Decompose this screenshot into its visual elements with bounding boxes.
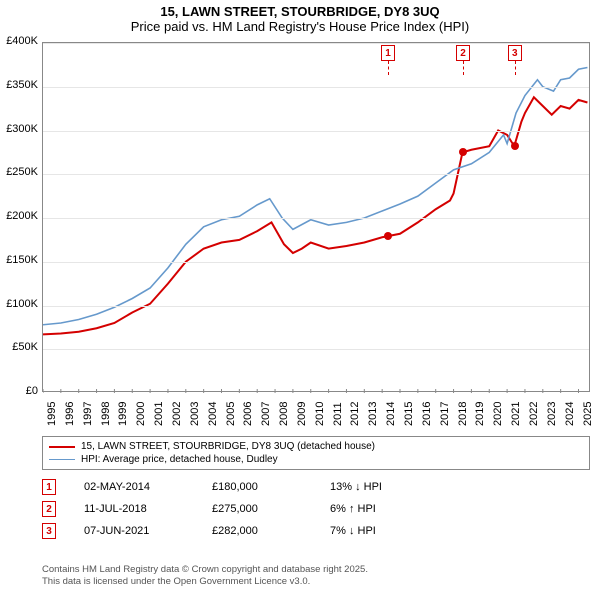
legend-swatch-icon bbox=[49, 459, 75, 460]
x-axis-label: 1998 bbox=[100, 402, 112, 426]
x-axis-label: 2020 bbox=[492, 402, 504, 426]
x-axis-label: 2012 bbox=[349, 402, 361, 426]
marker-dropline bbox=[463, 61, 464, 75]
marker-dropline bbox=[515, 61, 516, 75]
x-axis-label: 2000 bbox=[135, 402, 147, 426]
sale-delta: 6% ↑ HPI bbox=[330, 503, 450, 515]
x-axis-label: 1996 bbox=[64, 402, 76, 426]
x-axis-label: 2022 bbox=[528, 402, 540, 426]
gridline-h bbox=[43, 87, 589, 88]
sale-price: £275,000 bbox=[212, 503, 322, 515]
x-axis-label: 2003 bbox=[189, 402, 201, 426]
x-axis-label: 2007 bbox=[260, 402, 272, 426]
sales-row: 1 02-MAY-2014 £180,000 13% ↓ HPI bbox=[42, 476, 590, 498]
footer: Contains HM Land Registry data © Crown c… bbox=[42, 564, 590, 588]
sale-date: 07-JUN-2021 bbox=[84, 525, 204, 537]
footer-line-1: Contains HM Land Registry data © Crown c… bbox=[42, 564, 590, 576]
marker-box: 2 bbox=[456, 45, 470, 61]
x-axis-label: 2015 bbox=[403, 402, 415, 426]
footer-line-2: This data is licensed under the Open Gov… bbox=[42, 576, 590, 588]
sale-delta: 13% ↓ HPI bbox=[330, 481, 450, 493]
gridline-h bbox=[43, 131, 589, 132]
title-line-2: Price paid vs. HM Land Registry's House … bbox=[0, 19, 600, 34]
chart-area: 1 2 3 £0 £50K £100K £150K £200K £250K £300K £350K… bbox=[0, 36, 600, 436]
marker-box: 1 bbox=[381, 45, 395, 61]
y-axis-label: £400K bbox=[0, 35, 38, 47]
x-axis-label: 2025 bbox=[582, 402, 594, 426]
y-axis-label: £200K bbox=[0, 210, 38, 222]
y-axis-label: £0 bbox=[0, 385, 38, 397]
sale-date: 02-MAY-2014 bbox=[84, 481, 204, 493]
y-axis-label: £250K bbox=[0, 166, 38, 178]
x-axis-label: 2018 bbox=[457, 402, 469, 426]
x-axis-label: 2005 bbox=[225, 402, 237, 426]
y-axis-label: £300K bbox=[0, 123, 38, 135]
legend-row: 15, LAWN STREET, STOURBRIDGE, DY8 3UQ (d… bbox=[49, 440, 583, 453]
x-axis-label: 2004 bbox=[207, 402, 219, 426]
x-axis-label: 1995 bbox=[46, 402, 58, 426]
x-axis-label: 2014 bbox=[385, 402, 397, 426]
gridline-h bbox=[43, 43, 589, 44]
gridline-h bbox=[43, 174, 589, 175]
gridline-h bbox=[43, 218, 589, 219]
series-line bbox=[43, 68, 587, 325]
legend-label: HPI: Average price, detached house, Dudl… bbox=[81, 454, 278, 465]
legend: 15, LAWN STREET, STOURBRIDGE, DY8 3UQ (d… bbox=[42, 436, 590, 470]
marker-box: 3 bbox=[508, 45, 522, 61]
gridline-h bbox=[43, 349, 589, 350]
legend-swatch-icon bbox=[49, 446, 75, 448]
marker-dropline bbox=[388, 61, 389, 75]
gridline-h bbox=[43, 306, 589, 307]
sale-delta: 7% ↓ HPI bbox=[330, 525, 450, 537]
legend-row: HPI: Average price, detached house, Dudl… bbox=[49, 453, 583, 466]
chart-title-block: 15, LAWN STREET, STOURBRIDGE, DY8 3UQ Pr… bbox=[0, 0, 600, 36]
sale-marker-icon: 1 bbox=[42, 479, 56, 495]
x-axis-label: 2023 bbox=[546, 402, 558, 426]
y-axis-label: £150K bbox=[0, 254, 38, 266]
x-axis-label: 2017 bbox=[439, 402, 451, 426]
x-axis-label: 2019 bbox=[474, 402, 486, 426]
sale-price: £180,000 bbox=[212, 481, 322, 493]
x-axis-label: 2016 bbox=[421, 402, 433, 426]
series-line bbox=[43, 97, 587, 334]
x-axis-label: 2021 bbox=[510, 402, 522, 426]
plot-region: 1 2 3 bbox=[42, 42, 590, 392]
sale-date: 11-JUL-2018 bbox=[84, 503, 204, 515]
y-axis-label: £50K bbox=[0, 341, 38, 353]
sale-point-icon bbox=[511, 142, 519, 150]
x-axis-label: 2008 bbox=[278, 402, 290, 426]
legend-label: 15, LAWN STREET, STOURBRIDGE, DY8 3UQ (d… bbox=[81, 441, 375, 452]
sales-table: 1 02-MAY-2014 £180,000 13% ↓ HPI 2 11-JUL-201… bbox=[42, 476, 590, 542]
sales-row: 2 11-JUL-2018 £275,000 6% ↑ HPI bbox=[42, 498, 590, 520]
x-axis-label: 2024 bbox=[564, 402, 576, 426]
sale-marker-icon: 2 bbox=[42, 501, 56, 517]
x-axis-label: 1997 bbox=[82, 402, 94, 426]
x-axis-label: 2002 bbox=[171, 402, 183, 426]
sale-point-icon bbox=[459, 148, 467, 156]
sales-row: 3 07-JUN-2021 £282,000 7% ↓ HPI bbox=[42, 520, 590, 542]
gridline-h bbox=[43, 262, 589, 263]
sale-marker-icon: 3 bbox=[42, 523, 56, 539]
sale-point-icon bbox=[384, 232, 392, 240]
x-axis-label: 2001 bbox=[153, 402, 165, 426]
x-axis-label: 1999 bbox=[117, 402, 129, 426]
y-axis-label: £100K bbox=[0, 298, 38, 310]
x-axis-label: 2011 bbox=[332, 402, 344, 426]
x-axis-label: 2006 bbox=[242, 402, 254, 426]
x-axis-label: 2010 bbox=[314, 402, 326, 426]
title-line-1: 15, LAWN STREET, STOURBRIDGE, DY8 3UQ bbox=[0, 4, 600, 19]
y-axis-label: £350K bbox=[0, 79, 38, 91]
sale-price: £282,000 bbox=[212, 525, 322, 537]
x-axis-label: 2009 bbox=[296, 402, 308, 426]
x-axis-label: 2013 bbox=[367, 402, 379, 426]
